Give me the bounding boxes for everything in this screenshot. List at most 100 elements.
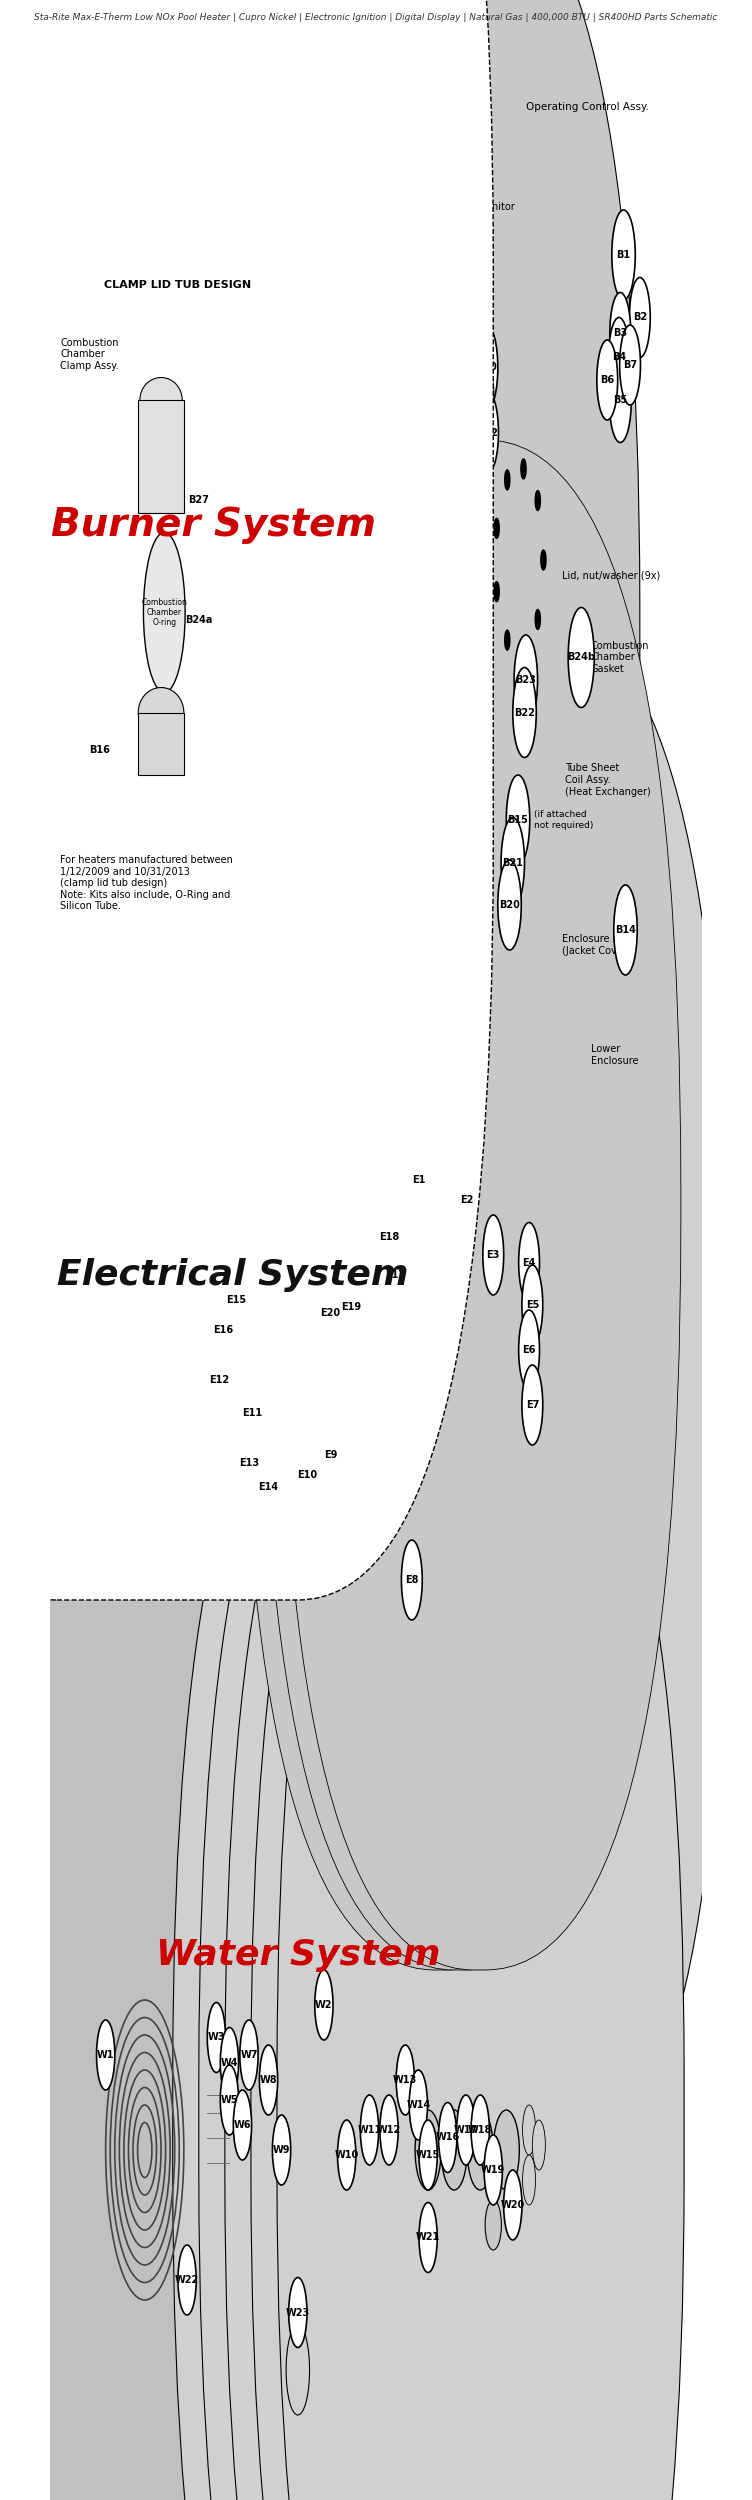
FancyBboxPatch shape <box>0 538 428 2238</box>
Polygon shape <box>138 712 183 775</box>
Circle shape <box>523 2105 535 2155</box>
Circle shape <box>523 2155 535 2205</box>
Circle shape <box>438 2102 456 2172</box>
Circle shape <box>356 1255 461 1655</box>
Circle shape <box>466 268 487 348</box>
Text: B15: B15 <box>508 815 529 825</box>
Circle shape <box>532 2120 545 2170</box>
Circle shape <box>492 455 547 665</box>
Text: W15: W15 <box>416 2150 440 2160</box>
Ellipse shape <box>415 2110 441 2190</box>
Text: E6: E6 <box>523 1345 535 1355</box>
Text: Lid: Lid <box>433 90 447 100</box>
Circle shape <box>522 1265 543 1345</box>
Text: W22: W22 <box>175 2275 199 2285</box>
Circle shape <box>500 638 539 788</box>
Ellipse shape <box>481 725 532 788</box>
Circle shape <box>465 298 486 378</box>
Text: B11: B11 <box>473 395 494 405</box>
Text: E18: E18 <box>379 1232 399 1242</box>
Text: Enclosure Kit
(Jacket Covers): Enclosure Kit (Jacket Covers) <box>163 1105 237 1128</box>
Text: E14: E14 <box>259 1482 278 1492</box>
Circle shape <box>272 2115 291 2185</box>
Text: Electrical System: Electrical System <box>57 1258 408 1292</box>
Ellipse shape <box>485 2200 502 2250</box>
Circle shape <box>505 630 510 650</box>
Text: W16: W16 <box>435 2132 459 2142</box>
Text: B3: B3 <box>613 328 627 338</box>
Circle shape <box>610 292 631 372</box>
FancyBboxPatch shape <box>199 1325 606 2500</box>
Text: CLAMP LID TUB DESIGN: CLAMP LID TUB DESIGN <box>104 280 251 290</box>
Circle shape <box>209 1340 230 1420</box>
Text: E17: E17 <box>386 1270 405 1280</box>
Text: B5: B5 <box>613 395 627 405</box>
Circle shape <box>505 470 510 490</box>
Circle shape <box>208 2002 226 2072</box>
Circle shape <box>498 860 521 950</box>
Circle shape <box>541 550 546 570</box>
Circle shape <box>320 1272 341 1352</box>
Text: B27: B27 <box>445 512 466 522</box>
Circle shape <box>483 1215 504 1295</box>
Text: W14: W14 <box>406 2100 430 2110</box>
Text: B24b: B24b <box>567 652 595 662</box>
Circle shape <box>620 325 641 405</box>
FancyBboxPatch shape <box>41 638 467 2262</box>
Text: B18: B18 <box>432 1065 453 1075</box>
Text: W17: W17 <box>453 2125 478 2135</box>
Circle shape <box>456 2095 475 2165</box>
Text: Ignitor: Ignitor <box>484 202 515 212</box>
Text: E11: E11 <box>242 1407 262 1417</box>
Circle shape <box>409 2070 427 2140</box>
FancyBboxPatch shape <box>239 440 641 1970</box>
Text: Lower
Enclosure: Lower Enclosure <box>591 1045 638 1065</box>
Circle shape <box>408 1140 429 1220</box>
Circle shape <box>89 710 110 790</box>
Text: W6: W6 <box>234 2120 251 2130</box>
Circle shape <box>233 2090 252 2160</box>
Text: Sta-Rite Max-E-Therm Low NOx Pool Heater | Cupro Nickel | Electronic Ignition | : Sta-Rite Max-E-Therm Low NOx Pool Heater… <box>35 12 717 22</box>
FancyBboxPatch shape <box>190 0 640 1480</box>
Circle shape <box>450 428 472 512</box>
Text: B21: B21 <box>502 858 523 868</box>
Circle shape <box>494 582 499 602</box>
Polygon shape <box>138 400 183 512</box>
Circle shape <box>535 610 541 630</box>
Text: E3: E3 <box>487 1250 500 1260</box>
Text: B25: B25 <box>450 465 471 475</box>
Circle shape <box>442 760 466 850</box>
Circle shape <box>238 1422 259 1502</box>
Circle shape <box>101 1980 189 2320</box>
Ellipse shape <box>138 688 183 737</box>
Text: W3: W3 <box>208 2032 225 2042</box>
Text: B12: B12 <box>478 428 499 438</box>
Circle shape <box>504 2170 522 2240</box>
Ellipse shape <box>405 2095 425 2155</box>
Circle shape <box>614 885 637 975</box>
Ellipse shape <box>252 2050 305 2100</box>
Circle shape <box>259 2045 277 2115</box>
FancyBboxPatch shape <box>96 580 513 2230</box>
Circle shape <box>494 518 499 538</box>
Circle shape <box>484 2135 502 2205</box>
Circle shape <box>258 1448 279 1528</box>
Text: B9: B9 <box>468 332 483 342</box>
Circle shape <box>514 635 538 725</box>
Circle shape <box>220 2065 238 2135</box>
Text: E13: E13 <box>239 1458 259 1468</box>
Text: E10: E10 <box>298 1470 317 1480</box>
Text: E20: E20 <box>320 1308 341 1318</box>
Circle shape <box>471 2095 490 2165</box>
Text: B2: B2 <box>632 312 647 322</box>
Text: W11: W11 <box>357 2125 381 2135</box>
Text: B10: B10 <box>476 362 497 372</box>
Text: E8: E8 <box>405 1575 419 1585</box>
Circle shape <box>478 392 499 472</box>
FancyBboxPatch shape <box>173 1325 580 2500</box>
Ellipse shape <box>609 272 625 302</box>
Ellipse shape <box>602 360 619 390</box>
Circle shape <box>473 360 494 440</box>
Ellipse shape <box>487 588 552 638</box>
Circle shape <box>320 1415 341 1495</box>
